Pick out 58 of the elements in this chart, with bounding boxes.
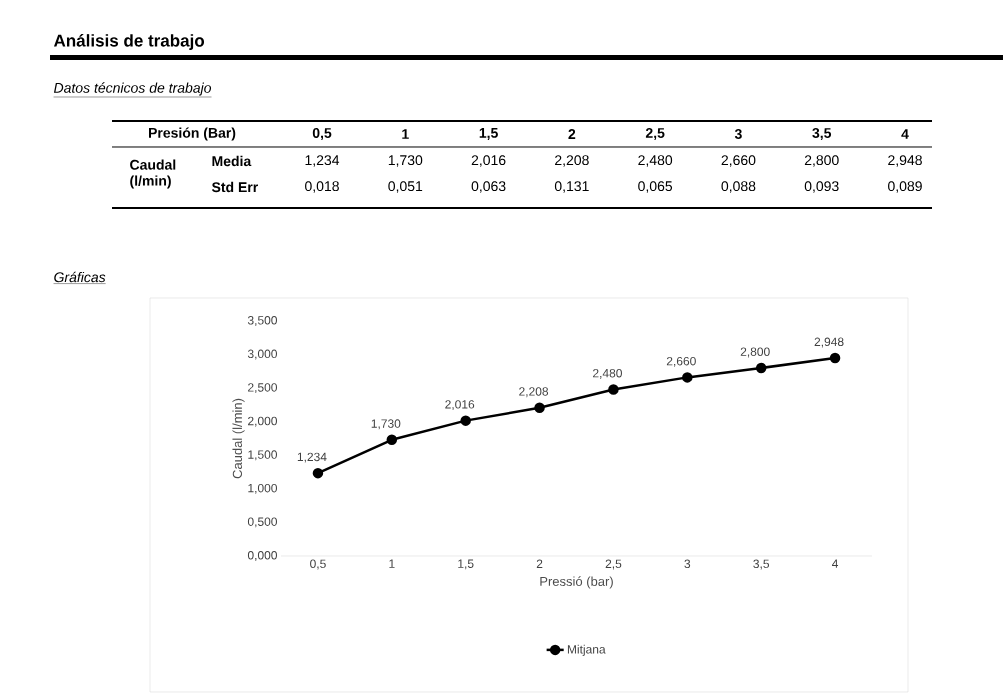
category-label: 3: [734, 129, 742, 139]
y-tick-label: 1,000: [248, 483, 278, 494]
text: 2,480: [638, 155, 673, 167]
x-tick-label: 0,5: [310, 559, 326, 570]
text: Análisis de trabajo: [53, 33, 205, 50]
x-tick-label: 3,5: [753, 559, 770, 570]
text: Gráficas: [54, 271, 106, 283]
x-tick-label: 3: [684, 559, 691, 569]
x-tick-label: 2,5: [605, 559, 622, 570]
y-tick-label: 2,000: [248, 416, 278, 427]
y-tick-label: 3,500: [247, 316, 278, 326]
x-tick-label: 2: [536, 559, 543, 568]
text: 2,948: [888, 155, 922, 167]
text: 0,088: [721, 181, 756, 193]
legend-label: Mitjana: [567, 644, 606, 656]
text: 2,660: [721, 155, 756, 167]
x-tick-label: 4: [832, 559, 839, 568]
data-label: 2,948: [814, 337, 844, 348]
data-label: 2,208: [519, 387, 549, 398]
text: 0,065: [638, 181, 673, 193]
data-label: 2,660: [666, 356, 696, 367]
y-axis-title: Caudal (l/min): [232, 398, 245, 479]
text: 2,800: [804, 155, 839, 167]
text: 2,016: [471, 155, 506, 167]
text: Media: [212, 155, 252, 167]
data-label: 2,480: [593, 368, 622, 379]
category-label: 2,5: [645, 128, 665, 140]
data-label: 2,016: [445, 400, 475, 411]
text: 0,131: [554, 181, 589, 193]
x-tick-label: 1,5: [458, 559, 474, 570]
category-label: 1: [402, 129, 409, 139]
text: Std Err: [211, 181, 258, 193]
category-label: 0,5: [312, 128, 332, 140]
text: 1,234: [305, 155, 340, 167]
y-tick-label: 1,500: [248, 450, 278, 461]
y-tick-label: 0,000: [247, 551, 278, 561]
text: 2,208: [555, 155, 589, 167]
text: 0,063: [471, 181, 506, 193]
x-axis-title: Pressió (bar): [540, 576, 613, 589]
category-label: 2: [568, 129, 576, 139]
text: Caudal (l/min): [130, 159, 176, 189]
y-tick-label: 3,000: [247, 349, 278, 360]
data-label: 2,800: [740, 347, 770, 358]
y-tick-label: 0,500: [247, 517, 278, 528]
text: 1,730: [388, 155, 423, 167]
text: 0,089: [888, 181, 922, 193]
text: 0,018: [305, 181, 339, 193]
text: Presión (Bar): [149, 127, 236, 141]
category-label: 1,5: [479, 128, 498, 140]
category-label: 3,5: [812, 128, 832, 140]
x-tick-label: 1: [389, 559, 395, 568]
text: 0,093: [804, 181, 839, 193]
data-label: 1,730: [371, 419, 401, 430]
text: Datos técnicos de trabajo: [53, 82, 212, 96]
text: 0,051: [388, 181, 423, 193]
data-label: 1,234: [297, 452, 327, 463]
category-label: 4: [901, 129, 909, 139]
y-tick-label: 2,500: [248, 383, 278, 394]
